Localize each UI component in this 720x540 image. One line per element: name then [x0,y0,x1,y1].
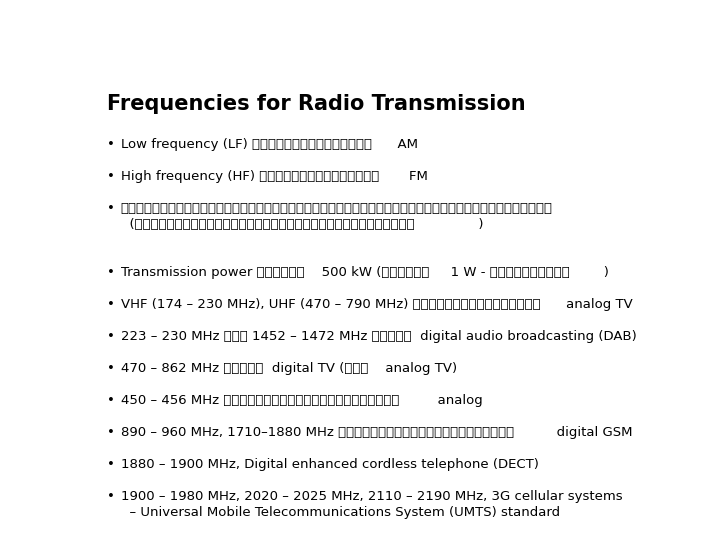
Text: High frequency (HF) ใช้ในสถานีวิทยุ       FM: High frequency (HF) ใช้ในสถานีวิทยุ FM [121,170,428,183]
Text: •: • [107,362,114,375]
Text: •: • [107,201,114,214]
Text: 450 – 456 MHz ใช้ในโทรศัพท์มือถือแบบ         analog: 450 – 456 MHz ใช้ในโทรศัพท์มือถือแบบ ana… [121,394,482,407]
Text: •: • [107,170,114,183]
Text: 470 – 862 MHz ใช้ใน  digital TV (แทน    analog TV): 470 – 862 MHz ใช้ใน digital TV (แทน anal… [121,362,456,375]
Text: •: • [107,329,114,343]
Text: 890 – 960 MHz, 1710–1880 MHz ใช้ในโทรศัพท์มือถือแบบ          digital GSM: 890 – 960 MHz, 1710–1880 MHz ใช้ในโทรศัพ… [121,426,632,438]
Text: 1880 – 1900 MHz, Digital enhanced cordless telephone (DECT): 1880 – 1900 MHz, Digital enhanced cordle… [121,458,539,471]
Text: Transmission power อาจสูง    500 kW (มือถือ     1 W - อพโนลดไมด้        ): Transmission power อาจสูง 500 kW (มือถือ… [121,266,608,279]
Text: •: • [107,298,114,310]
Text: •: • [107,490,114,503]
Text: •: • [107,458,114,471]
Text: •: • [107,138,114,151]
Text: 1900 – 1980 MHz, 2020 – 2025 MHz, 2110 – 2190 MHz, 3G cellular systems
  – Unive: 1900 – 1980 MHz, 2020 – 2025 MHz, 2110 –… [121,490,622,519]
Text: 223 – 230 MHz และ 1452 – 1472 MHz ใช้ใน  digital audio broadcasting (DAB): 223 – 230 MHz และ 1452 – 1472 MHz ใช้ใน … [121,329,636,343]
Text: VHF (174 – 230 MHz), UHF (470 – 790 MHz) ใช้ถ่ายทอดสัญญาณ      analog TV: VHF (174 – 230 MHz), UHF (470 – 790 MHz)… [121,298,632,310]
Text: •: • [107,394,114,407]
Text: Low frequency (LF) ใช้ในสถานีวิทยุ      AM: Low frequency (LF) ใช้ในสถานีวิทยุ AM [121,138,418,151]
Text: •: • [107,426,114,438]
Text: •: • [107,266,114,279]
Text: Frequencies for Radio Transmission: Frequencies for Radio Transmission [107,94,526,114]
Text: เส้นแบ่งความถี่อาจจะแตกต่างกันไปตามกฎหมายในแต่ละประเทศ
  (หามนำ้อปกรณ์บางอย่างไป: เส้นแบ่งความถี่อาจจะแตกต่างกันไปตามกฎหมา… [121,201,553,231]
